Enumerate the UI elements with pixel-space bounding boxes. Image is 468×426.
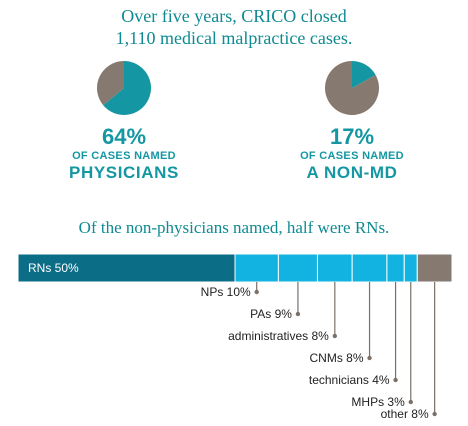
intro-line-1: Over five years, CRICO closed <box>121 6 347 26</box>
non-md-group: A NON-MD <box>306 163 398 182</box>
bar-segment-nps <box>234 253 279 283</box>
leader-dot-other <box>432 411 437 417</box>
pie-slice-non-md <box>352 61 376 88</box>
bar-label-other: other 8% <box>381 407 429 421</box>
bar-segment-mhps <box>403 253 418 283</box>
leader-dot-administratives <box>332 333 338 339</box>
bar-label-nps: NPs 10% <box>201 285 251 299</box>
non-md-subtitle: OF CASES NAMED <box>300 150 404 162</box>
bar-label-administratives: administratives 8% <box>228 329 329 343</box>
physicians-pie-chart <box>96 60 152 121</box>
bar-segment-other <box>416 253 453 283</box>
bar-segment-administratives <box>316 253 353 283</box>
bar-segment-cnms <box>351 253 388 283</box>
bar-label-pas: PAs 9% <box>250 307 292 321</box>
leader-dot-cnms <box>367 355 372 361</box>
bar-segment-pas <box>277 253 318 283</box>
leader-dot-technicians <box>393 377 398 383</box>
physicians-subtitle: OF CASES NAMED <box>72 150 176 162</box>
bar-segment-rns <box>17 253 236 283</box>
leader-dot-pas <box>295 311 301 317</box>
intro-line-2: 1,110 medical malpractice cases. <box>115 28 353 48</box>
bar-label-mhps: MHPs 3% <box>351 395 405 409</box>
leader-dot-mhps <box>408 399 413 405</box>
physicians-group: PHYSICIANS <box>69 163 179 182</box>
pie-slice-other <box>325 61 379 115</box>
pie-slice-physicians <box>103 61 151 115</box>
non-md-pie-chart <box>324 60 380 121</box>
bar-segment-technicians <box>386 253 405 283</box>
leader-dot-nps <box>254 289 259 295</box>
physicians-percent: 64% <box>101 124 147 149</box>
subhead: Of the non-physicians named, half were R… <box>78 218 390 237</box>
bar-label-technicians: technicians 4% <box>309 373 390 387</box>
pie-slice-other <box>96 61 124 106</box>
bar-label-rns: RNs 50% <box>28 261 79 275</box>
non-md-percent: 17% <box>329 124 375 149</box>
bar-label-cnms: CNMs 8% <box>310 351 364 365</box>
